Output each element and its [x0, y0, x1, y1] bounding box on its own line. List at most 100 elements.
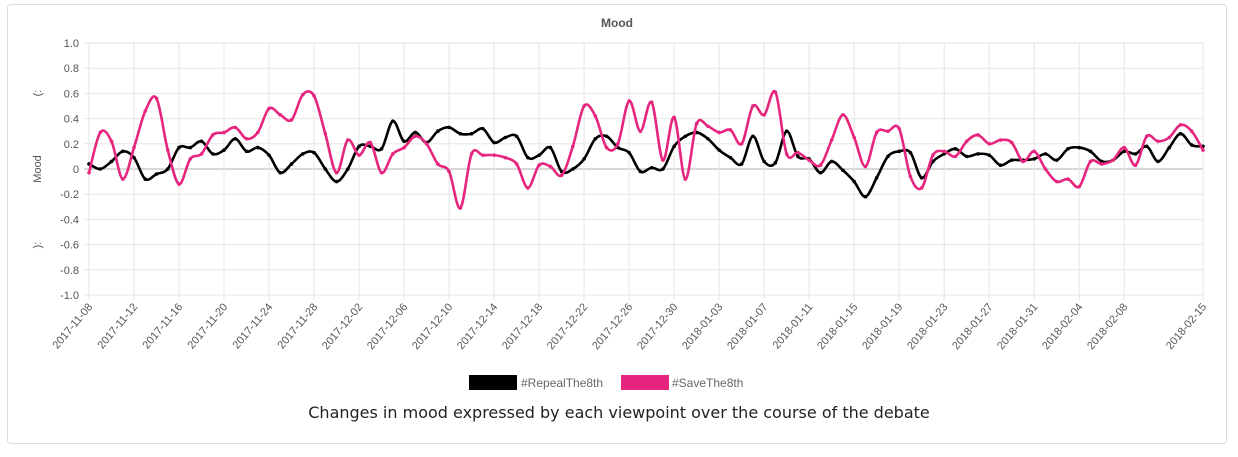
data-point-savethe8th[interactable] — [1111, 158, 1115, 162]
data-point-savethe8th[interactable] — [481, 153, 485, 157]
data-point-repealthe8th[interactable] — [886, 154, 890, 159]
data-point-repealthe8th[interactable] — [1088, 149, 1093, 154]
data-point-savethe8th[interactable] — [503, 155, 508, 160]
data-point-savethe8th[interactable] — [593, 114, 598, 118]
data-point-repealthe8th[interactable] — [436, 129, 440, 133]
data-point-savethe8th[interactable] — [559, 173, 564, 178]
data-point-savethe8th[interactable] — [683, 177, 688, 181]
data-point-savethe8th[interactable] — [210, 133, 215, 137]
data-point-savethe8th[interactable] — [796, 150, 800, 155]
data-point-savethe8th[interactable] — [312, 94, 316, 98]
data-point-savethe8th[interactable] — [1178, 123, 1183, 127]
data-point-savethe8th[interactable] — [436, 162, 440, 166]
data-point-repealthe8th[interactable] — [514, 134, 519, 139]
data-point-savethe8th[interactable] — [379, 170, 384, 175]
data-point-repealthe8th[interactable] — [582, 157, 586, 161]
data-point-repealthe8th[interactable] — [593, 136, 598, 141]
data-point-savethe8th[interactable] — [661, 158, 665, 162]
data-point-savethe8th[interactable] — [301, 92, 305, 97]
data-point-repealthe8th[interactable] — [706, 136, 710, 141]
data-point-repealthe8th[interactable] — [739, 162, 744, 166]
data-point-savethe8th[interactable] — [908, 174, 913, 179]
data-point-repealthe8th[interactable] — [177, 145, 181, 150]
data-point-repealthe8th[interactable] — [818, 170, 823, 175]
data-point-repealthe8th[interactable] — [165, 167, 170, 171]
data-point-repealthe8th[interactable] — [796, 154, 800, 159]
data-point-repealthe8th[interactable] — [908, 150, 913, 155]
data-point-savethe8th[interactable] — [413, 134, 418, 139]
data-point-repealthe8th[interactable] — [98, 167, 103, 171]
data-point-repealthe8th[interactable] — [942, 152, 946, 156]
data-point-repealthe8th[interactable] — [1054, 158, 1059, 162]
data-point-savethe8th[interactable] — [1189, 129, 1194, 133]
data-point-repealthe8th[interactable] — [357, 144, 361, 149]
data-point-repealthe8th[interactable] — [132, 155, 136, 160]
data-point-repealthe8th[interactable] — [683, 134, 688, 139]
data-point-savethe8th[interactable] — [638, 129, 643, 133]
data-point-savethe8th[interactable] — [762, 113, 766, 117]
data-point-savethe8th[interactable] — [773, 90, 778, 94]
data-point-savethe8th[interactable] — [233, 125, 238, 130]
data-point-savethe8th[interactable] — [391, 152, 395, 156]
data-point-repealthe8th[interactable] — [154, 172, 159, 176]
data-point-savethe8th[interactable] — [627, 99, 631, 103]
data-point-savethe8th[interactable] — [255, 130, 260, 135]
data-point-savethe8th[interactable] — [987, 142, 991, 146]
data-point-savethe8th[interactable] — [424, 142, 429, 146]
data-point-savethe8th[interactable] — [571, 144, 575, 149]
data-point-repealthe8th[interactable] — [829, 159, 834, 164]
data-point-repealthe8th[interactable] — [537, 153, 541, 157]
data-point-repealthe8th[interactable] — [199, 139, 204, 144]
data-point-savethe8th[interactable] — [1054, 179, 1059, 184]
data-point-savethe8th[interactable] — [919, 186, 924, 190]
data-point-repealthe8th[interactable] — [1189, 143, 1194, 147]
data-point-repealthe8th[interactable] — [210, 152, 215, 156]
data-point-savethe8th[interactable] — [334, 170, 339, 175]
data-point-repealthe8th[interactable] — [402, 139, 406, 144]
data-point-repealthe8th[interactable] — [1077, 145, 1082, 150]
data-point-repealthe8th[interactable] — [661, 167, 665, 171]
data-point-savethe8th[interactable] — [863, 164, 868, 169]
data-point-savethe8th[interactable] — [1122, 145, 1127, 150]
data-point-savethe8th[interactable] — [98, 130, 103, 135]
data-point-savethe8th[interactable] — [402, 145, 406, 150]
data-point-repealthe8th[interactable] — [571, 167, 575, 171]
data-point-repealthe8th[interactable] — [1133, 152, 1138, 156]
data-point-savethe8th[interactable] — [998, 138, 1003, 142]
data-point-savethe8th[interactable] — [120, 177, 125, 181]
data-point-savethe8th[interactable] — [199, 152, 204, 156]
data-point-savethe8th[interactable] — [841, 113, 845, 117]
data-point-savethe8th[interactable] — [165, 148, 170, 152]
data-point-repealthe8th[interactable] — [1178, 131, 1183, 136]
legend-item-savethe8th[interactable]: #SaveThe8th — [621, 375, 743, 390]
data-point-savethe8th[interactable] — [222, 130, 226, 135]
data-point-savethe8th[interactable] — [976, 133, 980, 137]
data-point-repealthe8th[interactable] — [323, 167, 328, 171]
data-point-savethe8th[interactable] — [739, 142, 744, 146]
data-point-savethe8th[interactable] — [1167, 135, 1172, 140]
data-point-repealthe8th[interactable] — [120, 149, 125, 154]
data-point-repealthe8th[interactable] — [762, 159, 766, 164]
data-point-repealthe8th[interactable] — [717, 148, 721, 152]
data-point-repealthe8th[interactable] — [1043, 152, 1048, 156]
data-point-savethe8th[interactable] — [1021, 159, 1025, 164]
data-point-repealthe8th[interactable] — [672, 144, 676, 149]
data-point-savethe8th[interactable] — [1066, 177, 1070, 181]
data-point-savethe8th[interactable] — [942, 149, 946, 154]
data-point-repealthe8th[interactable] — [1099, 159, 1104, 164]
data-point-repealthe8th[interactable] — [773, 160, 778, 165]
data-point-repealthe8th[interactable] — [1144, 144, 1149, 149]
data-point-savethe8th[interactable] — [728, 128, 733, 132]
data-point-repealthe8th[interactable] — [458, 131, 463, 136]
data-point-savethe8th[interactable] — [278, 113, 283, 117]
data-point-savethe8th[interactable] — [537, 163, 541, 168]
data-point-repealthe8th[interactable] — [987, 153, 991, 157]
data-point-savethe8th[interactable] — [132, 145, 136, 150]
data-point-savethe8th[interactable] — [1156, 139, 1160, 144]
data-point-repealthe8th[interactable] — [1167, 145, 1172, 150]
data-point-repealthe8th[interactable] — [222, 148, 226, 152]
data-point-savethe8th[interactable] — [1099, 162, 1104, 166]
data-point-savethe8th[interactable] — [514, 162, 519, 166]
data-point-repealthe8th[interactable] — [728, 155, 733, 160]
data-point-savethe8th[interactable] — [1032, 149, 1037, 154]
